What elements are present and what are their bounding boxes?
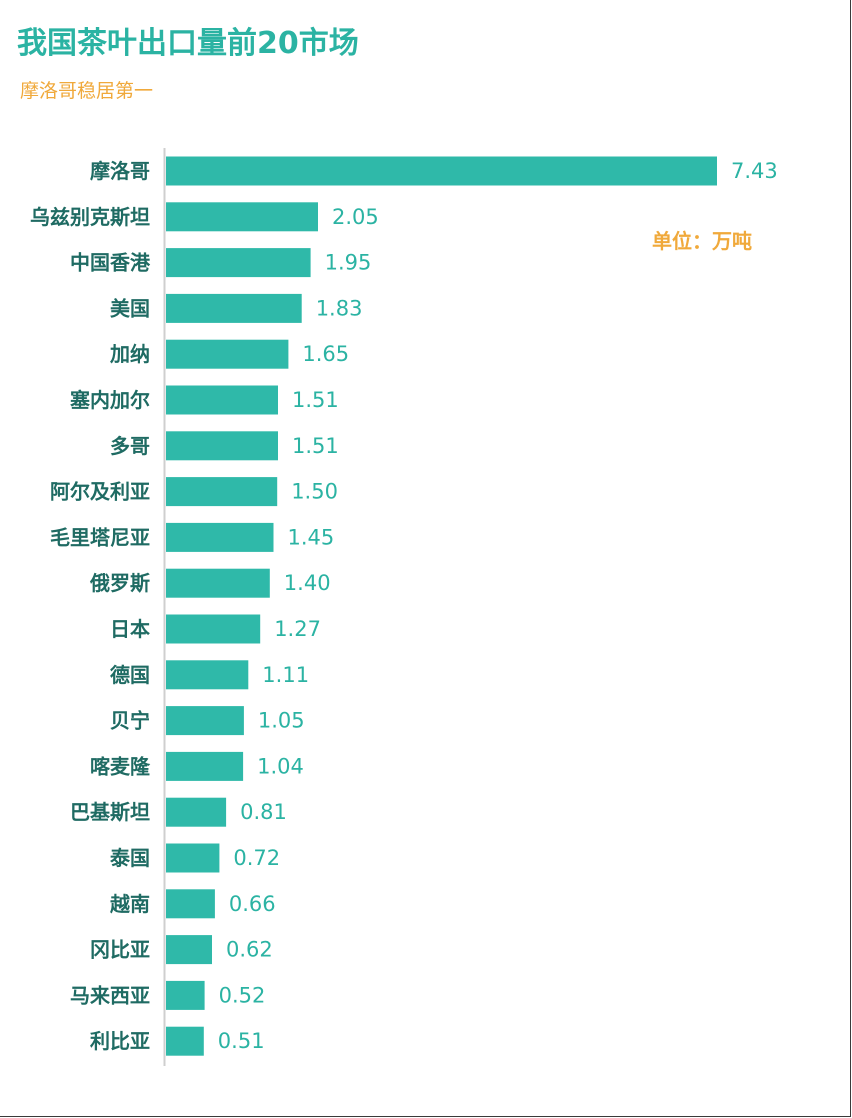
value-label: 1.83 <box>316 296 363 320</box>
bar-7 <box>166 431 278 461</box>
value-label: 7.43 <box>731 159 778 183</box>
bars-group <box>166 156 717 1056</box>
value-label: 0.72 <box>233 846 280 870</box>
bar-10 <box>166 568 270 598</box>
value-label: 1.04 <box>257 754 304 778</box>
value-label: 1.51 <box>292 388 339 412</box>
category-label: 巴基斯坦 <box>70 800 150 824</box>
value-label: 1.45 <box>288 525 335 549</box>
category-label: 马来西亚 <box>70 983 150 1007</box>
category-label: 中国香港 <box>70 251 151 275</box>
bar-11 <box>166 614 261 644</box>
bar-8 <box>166 477 278 507</box>
bar-20 <box>166 1026 204 1056</box>
category-labels-group: 摩洛哥乌兹别克斯坦中国香港美国加纳塞内加尔多哥阿尔及利亚毛里塔尼亚俄罗斯日本德国… <box>30 159 151 1053</box>
category-label: 多哥 <box>110 434 150 458</box>
category-label: 德国 <box>110 663 150 687</box>
value-labels-group: 7.43 2.05 1.95 1.83 1.65 1.51 1.51 1.50 1.45 1.40… <box>218 159 778 1053</box>
bar-3 <box>166 248 311 278</box>
bar-12 <box>166 660 249 690</box>
bar-14 <box>166 751 244 781</box>
bar-4 <box>166 293 302 323</box>
chart-title: 我国茶叶出口量前20市场 <box>17 26 359 61</box>
bar-16 <box>166 843 220 873</box>
category-label: 美国 <box>110 296 150 320</box>
category-label: 利比亚 <box>90 1029 150 1053</box>
unit-label: 单位：万吨 <box>652 229 752 253</box>
value-label: 2.05 <box>332 205 379 229</box>
category-label: 塞内加尔 <box>70 388 150 412</box>
category-label: 加纳 <box>109 342 150 366</box>
chart-subtitle: 摩洛哥稳居第一 <box>20 80 154 102</box>
category-label: 日本 <box>110 617 150 641</box>
value-label: 0.51 <box>218 1029 265 1053</box>
value-label: 0.62 <box>226 938 273 962</box>
category-label: 摩洛哥 <box>90 159 150 183</box>
value-label: 0.52 <box>219 983 266 1007</box>
category-label: 冈比亚 <box>90 938 150 962</box>
bar-18 <box>166 935 212 965</box>
bar-13 <box>166 706 244 736</box>
value-label: 1.95 <box>325 251 372 275</box>
value-label: 0.66 <box>229 892 276 916</box>
bar-6 <box>166 385 278 415</box>
value-label: 1.11 <box>262 663 309 687</box>
value-label: 1.40 <box>284 571 331 595</box>
bar-2 <box>166 202 318 232</box>
bar-1 <box>166 156 717 186</box>
category-label: 阿尔及利亚 <box>50 480 150 504</box>
value-label: 1.05 <box>258 709 305 733</box>
category-label: 毛里塔尼亚 <box>50 525 150 549</box>
value-label: 0.81 <box>240 800 287 824</box>
category-label: 越南 <box>109 892 150 916</box>
category-label: 喀麦隆 <box>90 754 151 778</box>
category-label: 泰国 <box>109 846 150 870</box>
bar-9 <box>166 522 274 552</box>
category-label: 贝宁 <box>110 709 150 733</box>
category-label: 乌兹别克斯坦 <box>30 205 150 229</box>
value-label: 1.65 <box>302 342 349 366</box>
value-label: 1.51 <box>292 434 339 458</box>
category-label: 俄罗斯 <box>89 571 150 595</box>
bar-17 <box>166 889 215 919</box>
bar-19 <box>166 980 205 1010</box>
bar-5 <box>166 339 289 369</box>
value-label: 1.50 <box>291 480 338 504</box>
bar-15 <box>166 797 227 827</box>
value-label: 1.27 <box>274 617 321 641</box>
